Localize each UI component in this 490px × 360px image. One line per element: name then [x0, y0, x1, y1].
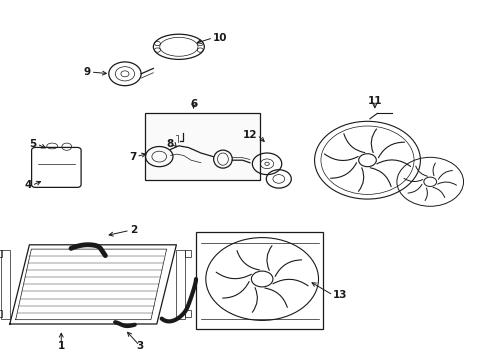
- Text: 13: 13: [333, 290, 348, 300]
- FancyArrowPatch shape: [433, 163, 436, 176]
- FancyArrowPatch shape: [425, 188, 427, 201]
- Bar: [0, 310, 2, 317]
- Text: 9: 9: [83, 67, 91, 77]
- FancyArrowPatch shape: [371, 129, 376, 153]
- FancyArrowPatch shape: [216, 272, 251, 279]
- FancyArrowPatch shape: [265, 288, 287, 307]
- FancyArrowPatch shape: [252, 288, 257, 312]
- Text: 4: 4: [24, 180, 32, 190]
- Text: 12: 12: [243, 130, 257, 140]
- Bar: [0, 250, 2, 257]
- FancyArrowPatch shape: [222, 282, 249, 298]
- FancyArrowPatch shape: [267, 246, 272, 270]
- FancyArrowPatch shape: [324, 154, 358, 161]
- FancyArrowPatch shape: [377, 160, 411, 166]
- FancyArrowPatch shape: [237, 251, 259, 270]
- FancyArrowPatch shape: [359, 168, 364, 192]
- FancyArrowPatch shape: [273, 279, 308, 286]
- Text: 7: 7: [129, 152, 136, 162]
- FancyArrowPatch shape: [438, 182, 457, 185]
- Text: 5: 5: [29, 139, 37, 149]
- FancyArrowPatch shape: [433, 188, 445, 198]
- Text: 10: 10: [213, 33, 228, 43]
- FancyArrowPatch shape: [370, 168, 391, 187]
- Bar: [145, 113, 260, 180]
- Bar: [185, 250, 191, 257]
- FancyArrowPatch shape: [344, 134, 365, 153]
- Bar: [185, 310, 191, 317]
- Text: 3: 3: [136, 341, 143, 351]
- Text: 11: 11: [368, 96, 382, 106]
- FancyArrowPatch shape: [378, 142, 404, 158]
- Text: 1: 1: [58, 341, 65, 351]
- Bar: [176, 250, 185, 319]
- Text: 2: 2: [130, 225, 137, 235]
- FancyArrowPatch shape: [416, 166, 427, 176]
- FancyArrowPatch shape: [275, 260, 302, 276]
- FancyArrowPatch shape: [408, 184, 422, 193]
- Bar: [196, 232, 323, 329]
- FancyArrowPatch shape: [439, 171, 452, 179]
- FancyArrowPatch shape: [404, 179, 423, 181]
- FancyArrowPatch shape: [331, 163, 357, 178]
- Bar: [1, 250, 10, 319]
- Text: 8: 8: [167, 139, 174, 149]
- Text: 6: 6: [190, 99, 197, 109]
